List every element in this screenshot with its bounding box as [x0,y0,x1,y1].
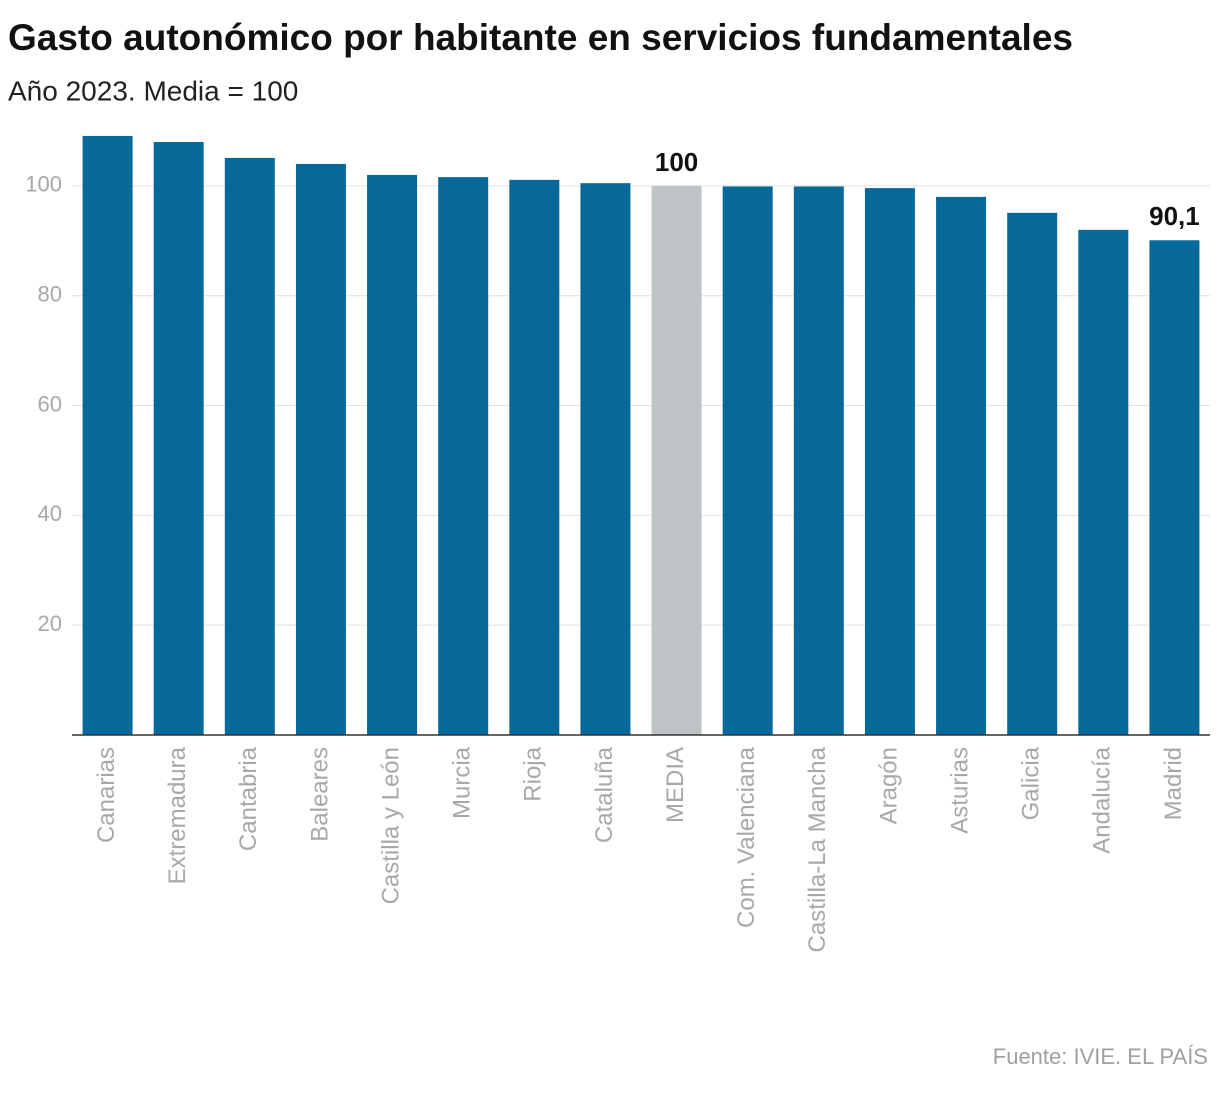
x-tick-label: Andalucía [1089,746,1116,853]
bar [1007,212,1058,735]
x-tick-label: Extremadura [164,746,191,884]
bar [936,196,987,735]
bar [224,157,275,735]
bar [367,174,418,736]
bar [153,141,204,735]
y-tick-label: 60 [38,391,62,416]
x-tick-label: Canarias [93,747,120,843]
y-tick-label: 40 [38,501,62,526]
x-tick-label: Baleares [306,747,333,842]
x-tick-label: Madrid [1160,747,1187,820]
x-tick-label: Aragón [875,747,902,824]
chart-title: Gasto autonómico por habitante en servic… [8,17,1073,58]
bar [438,177,489,735]
x-tick-label: Com. Valenciana [733,746,760,928]
bar [1149,240,1200,735]
x-tick-label: Cataluña [591,746,618,843]
bar [509,179,560,736]
x-tick-label: Cantabria [235,746,262,851]
bar [651,185,702,736]
x-tick-label: Castilla-La Mancha [804,746,831,952]
y-tick-label: 80 [38,282,62,307]
bar [580,183,631,735]
bar [295,163,346,736]
y-tick-label: 20 [38,611,62,636]
bar [864,188,915,735]
chart-subtitle: Año 2023. Media = 100 [8,75,298,106]
x-tick-label: Castilla y León [377,747,404,904]
source: Fuente: IVIE. EL PAÍS [993,1044,1208,1069]
bar [793,186,844,735]
bar [82,135,133,735]
value-label: 100 [655,147,698,177]
value-label: 90,1 [1149,201,1200,231]
bar [722,186,773,735]
x-tick-label: Galicia [1018,746,1045,820]
x-tick-label: Rioja [520,746,547,801]
bar [1078,229,1129,735]
x-tick-label: Asturias [946,747,973,834]
y-tick-label: 100 [25,172,62,197]
x-tick-label: Murcia [449,746,476,819]
x-tick-label: MEDIA [662,747,689,823]
